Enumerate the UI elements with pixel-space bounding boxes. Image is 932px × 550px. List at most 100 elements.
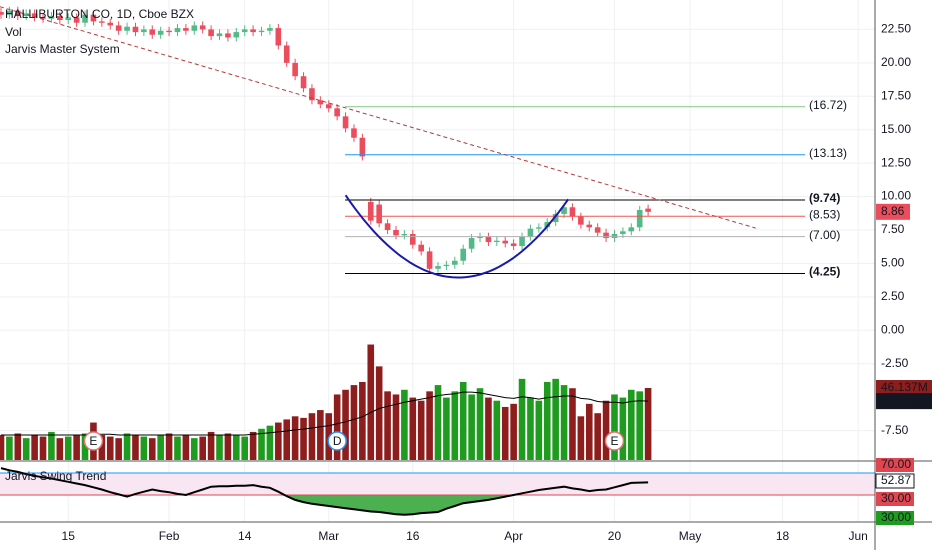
x-tick-label: 14 xyxy=(238,529,252,543)
event-label: E xyxy=(89,434,97,448)
value-label: 37.728M xyxy=(881,393,928,407)
volume-bar xyxy=(224,433,232,460)
candle-body xyxy=(317,100,324,105)
fill-label: 30.00 xyxy=(881,510,911,524)
volume-bar xyxy=(459,381,467,460)
swing-title: Jarvis Swing Trend xyxy=(5,469,106,483)
candle-body xyxy=(267,28,273,31)
event-marker xyxy=(604,431,625,451)
candle-body xyxy=(367,201,374,221)
volume-bar xyxy=(409,397,417,460)
event-label: E xyxy=(610,434,618,448)
candle-body xyxy=(636,209,643,228)
volume-bar xyxy=(190,438,198,460)
candle-body xyxy=(477,236,483,239)
swing-level-label: 70.00 xyxy=(881,457,911,471)
candle-body xyxy=(115,25,122,31)
volume-bar xyxy=(64,436,72,460)
event-marker xyxy=(83,431,104,451)
volume-bar xyxy=(527,397,534,460)
last-price-box xyxy=(876,203,910,220)
volume-bar xyxy=(266,425,274,460)
x-tick-label: Mar xyxy=(318,529,339,543)
y-tick-label: 10.00 xyxy=(881,189,911,203)
y-tick-label: 15.00 xyxy=(881,122,911,136)
volume-bar xyxy=(636,391,643,460)
y-tick-label: 2.50 xyxy=(881,289,905,303)
volume-bar xyxy=(543,381,551,460)
candle-body xyxy=(409,234,416,245)
candle-body xyxy=(359,137,366,157)
volume-bar xyxy=(367,344,375,460)
volume-bar xyxy=(443,397,450,460)
volume-bar xyxy=(342,389,349,460)
volume-bar xyxy=(434,385,442,460)
swing-band xyxy=(0,473,875,495)
swing-level-box xyxy=(876,458,914,472)
candle-body xyxy=(309,88,315,101)
volume-bar xyxy=(350,385,358,460)
candle-body xyxy=(468,238,475,249)
candle-body xyxy=(376,204,382,224)
swing-value-box xyxy=(875,473,915,489)
volume-bar xyxy=(174,436,181,460)
volume-bar xyxy=(73,435,80,460)
swing-value-label: 52.87 xyxy=(881,473,911,487)
volume-bar xyxy=(207,431,215,460)
candle-body xyxy=(191,25,198,31)
volume-bar xyxy=(417,400,425,460)
candle-body xyxy=(519,236,525,247)
candle-body xyxy=(460,248,467,261)
y-tick-label: 22.50 xyxy=(881,22,911,36)
x-tick-label: 16 xyxy=(406,529,420,543)
volume-bar xyxy=(0,435,5,460)
volume-bar xyxy=(81,433,89,460)
candle-body xyxy=(384,223,391,230)
volume-bar xyxy=(148,438,156,460)
volume-bar xyxy=(451,391,459,460)
candle-body xyxy=(183,28,189,31)
candle-body xyxy=(132,26,139,33)
volume-bar xyxy=(98,435,106,460)
x-tick-label: Apr xyxy=(504,529,523,543)
y-tick-label: 0.00 xyxy=(881,322,905,336)
candle-body xyxy=(435,266,441,269)
candle-body xyxy=(494,240,500,243)
volume-bar xyxy=(165,433,173,460)
candle-body xyxy=(250,29,256,33)
level-label: (8.53) xyxy=(809,207,840,221)
y-tick-label: -2.50 xyxy=(881,356,909,370)
volume-bar xyxy=(308,413,316,460)
volume-bar xyxy=(22,438,30,460)
swing-level-label: 30.00 xyxy=(881,491,911,505)
y-tick-label: 17.50 xyxy=(881,88,911,102)
candle-body xyxy=(107,22,114,26)
candle-body xyxy=(141,29,147,33)
swing-level-box xyxy=(876,492,914,506)
indicator-title: Jarvis Master System xyxy=(5,42,120,56)
level-label: (13.13) xyxy=(809,146,847,160)
volume-bar xyxy=(333,394,341,460)
y-tick-label: 7.50 xyxy=(881,222,905,236)
candle-body xyxy=(502,240,509,244)
level-label: (4.25) xyxy=(809,265,840,279)
candle-body xyxy=(342,116,349,129)
volume-bar xyxy=(493,400,501,460)
candle-body xyxy=(628,227,635,232)
volume-bar xyxy=(518,378,526,460)
candle-body xyxy=(552,213,559,222)
volume-bar xyxy=(375,366,383,460)
candle-body xyxy=(149,29,156,35)
y-tick-label: 5.00 xyxy=(881,256,905,270)
candle-body xyxy=(485,236,492,243)
volume-bar xyxy=(157,435,164,460)
volume-bar xyxy=(619,397,627,460)
candle-body xyxy=(393,230,399,236)
volume-bar xyxy=(123,433,131,460)
volume-bar xyxy=(594,413,601,460)
volume-bar xyxy=(468,394,475,460)
candle-body xyxy=(544,221,551,228)
candle-body xyxy=(300,76,307,89)
candle-body xyxy=(216,33,223,37)
